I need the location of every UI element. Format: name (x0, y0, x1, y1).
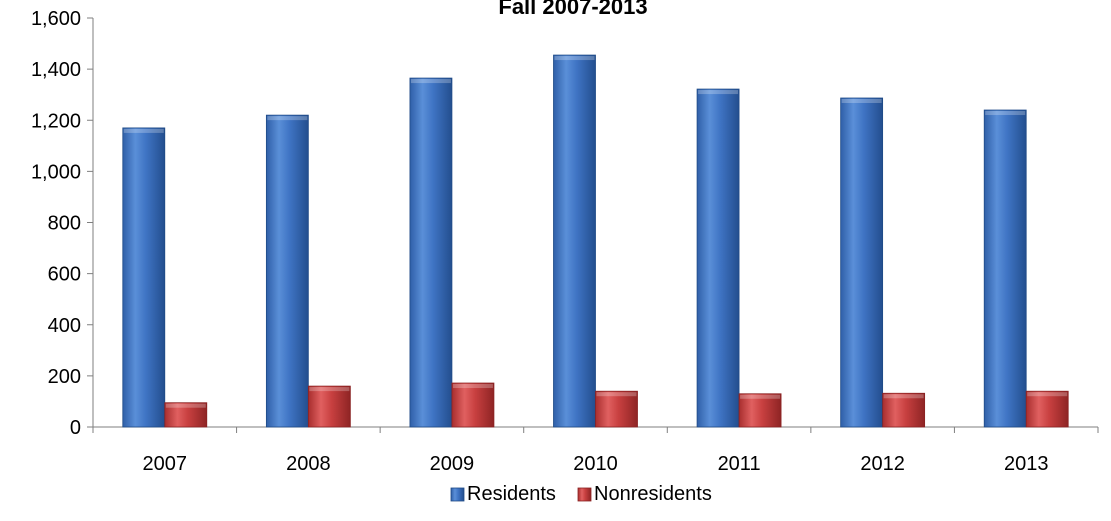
bar-highlight (554, 56, 595, 61)
bar-highlight (267, 116, 308, 121)
bar-highlight (883, 394, 924, 399)
bar-body (1025, 390, 1069, 428)
x-tick-label: 2013 (1004, 453, 1049, 475)
bar-residents (409, 77, 453, 428)
bar-nonresidents (164, 402, 208, 428)
bar-body (122, 127, 166, 428)
bar-highlight (452, 384, 493, 389)
legend: Residents Nonresidents (450, 483, 712, 505)
bar-highlight (841, 99, 882, 104)
x-tick-label: 2010 (573, 453, 618, 475)
x-tick-label: 2009 (430, 453, 475, 475)
bar-nonresidents (882, 392, 926, 428)
bar-body (983, 109, 1027, 428)
bar-nonresidents (451, 382, 495, 428)
x-tick-label: 2008 (286, 453, 331, 475)
bar-highlight (123, 128, 164, 133)
bar-body (595, 390, 638, 428)
y-tick-label: 600 (48, 264, 81, 286)
bar-body (409, 77, 453, 428)
bar-body (307, 385, 351, 428)
bar-body (164, 402, 208, 428)
x-tick-label: 2012 (860, 453, 905, 475)
y-tick-label: 1,200 (31, 110, 81, 132)
axes: 0 200 400 600 800 1,000 1,200 1,400 1,600 2007 200… (31, 8, 1099, 475)
y-tick-label: 0 (70, 417, 81, 439)
bar-body (553, 54, 596, 428)
bar-residents (696, 88, 740, 428)
bar-body (696, 88, 740, 428)
bar-nonresidents (307, 385, 351, 428)
bar-highlight (1027, 392, 1068, 397)
bar-nonresidents (1025, 390, 1069, 428)
x-tick-label: 2007 (143, 453, 188, 475)
x-tick-label: 2011 (718, 453, 761, 475)
y-tick-label: 1,000 (31, 161, 81, 183)
bar-body (265, 114, 309, 428)
bar-residents (983, 109, 1027, 428)
y-tick-label: 1,600 (31, 8, 81, 30)
bar-residents (265, 114, 309, 428)
bar-body (738, 393, 782, 428)
bar-highlight (596, 392, 637, 397)
bars (122, 54, 1069, 428)
bar-highlight (698, 90, 739, 95)
legend-item-nonresidents: Nonresidents (577, 483, 712, 505)
legend-swatch (450, 487, 465, 502)
bar-highlight (410, 79, 451, 84)
bar-body (840, 97, 884, 428)
bar-nonresidents (738, 393, 782, 428)
legend-swatch (577, 487, 592, 502)
bar-residents (122, 127, 166, 428)
bar-highlight (740, 394, 781, 399)
y-tick-label: 200 (48, 366, 81, 388)
bar-body (882, 392, 926, 428)
bar-body (451, 382, 495, 428)
y-tick-label: 400 (48, 315, 81, 337)
y-tick-label: 800 (48, 213, 81, 235)
bar-highlight (309, 387, 350, 392)
bar-nonresidents (595, 390, 638, 428)
legend-label: Residents (467, 483, 556, 505)
bar-residents (840, 97, 884, 428)
legend-label: Nonresidents (594, 483, 712, 505)
legend-item-residents: Residents (450, 483, 556, 505)
bar-highlight (985, 111, 1026, 116)
bar-highlight (165, 403, 206, 408)
chart-title: Fall 2007-2013 (498, 0, 647, 19)
y-tick-label: 1,400 (31, 59, 81, 81)
bar-residents (553, 54, 596, 428)
